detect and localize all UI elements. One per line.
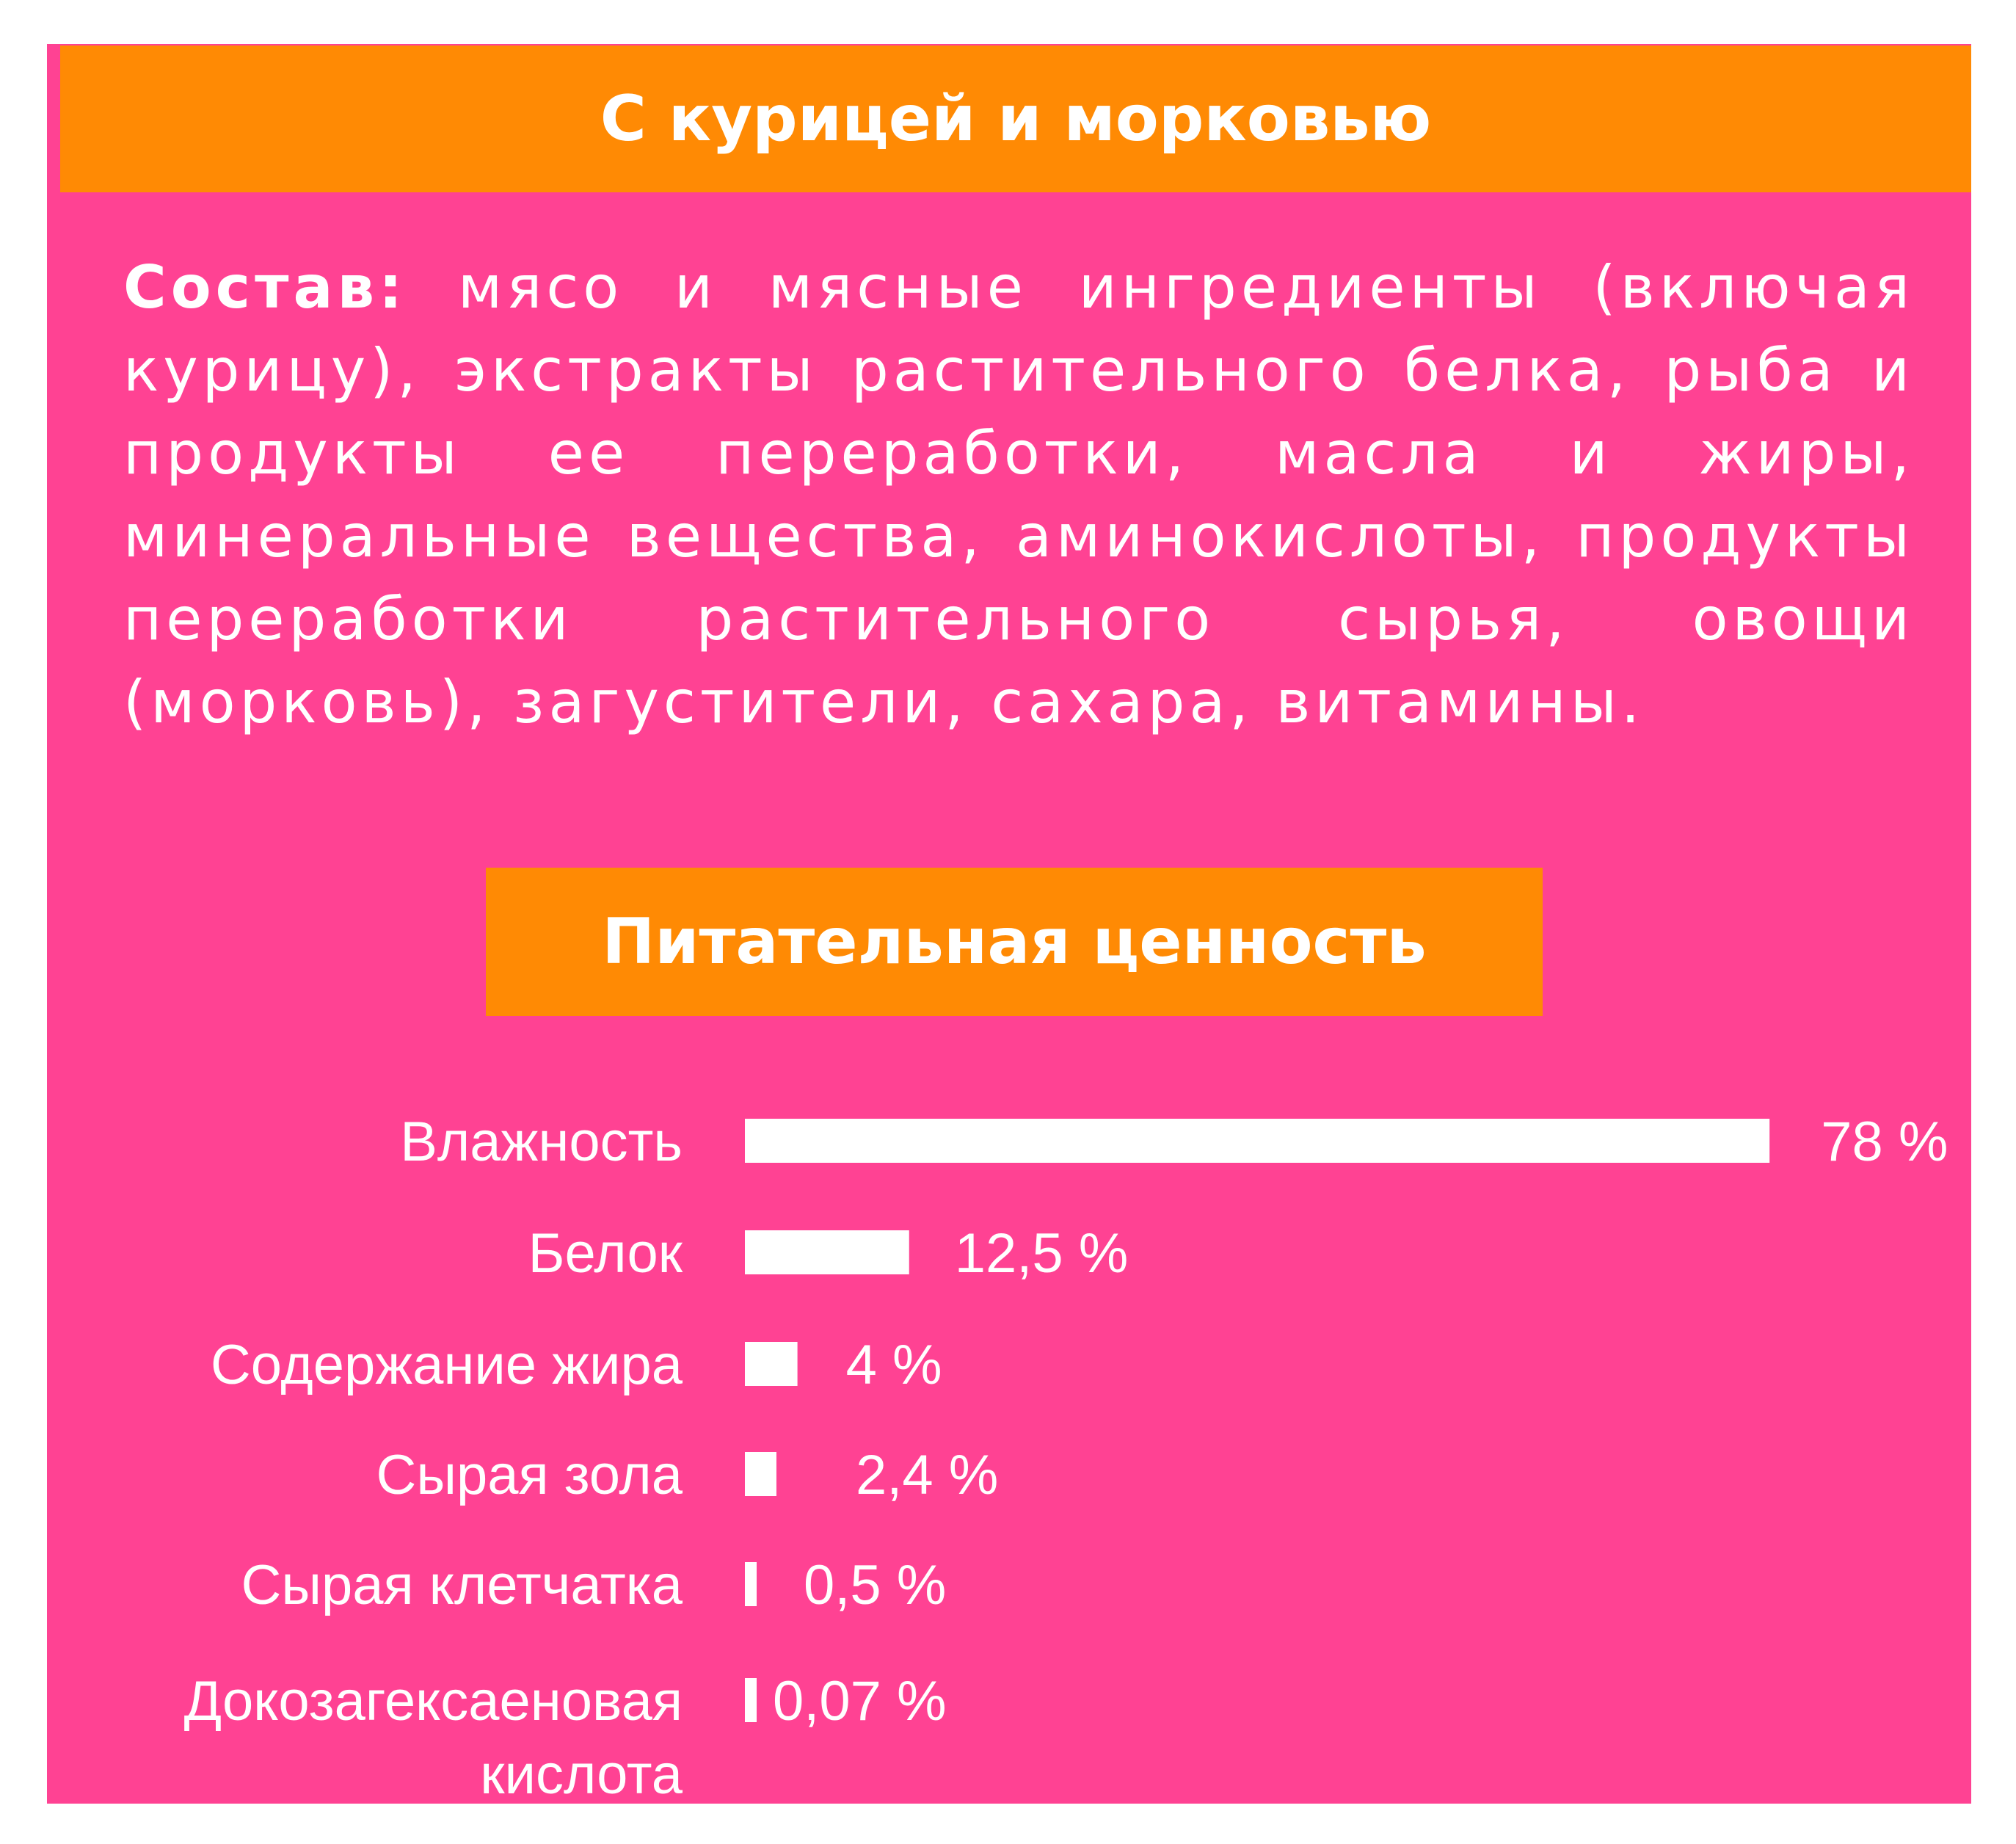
value-label-5: 0,07 % (773, 1670, 947, 1732)
value-label-1: 12,5 % (955, 1222, 1129, 1285)
category-label-1: Белок (528, 1222, 683, 1285)
value-label-0: 78 % (1821, 1111, 1948, 1173)
product-title: С курицей и морковью (600, 82, 1432, 156)
composition-body: мясо и мясные ингредиенты (включая куриц… (123, 253, 1914, 736)
bar-0 (745, 1119, 1770, 1163)
category-label-3: Сырая зола (376, 1444, 683, 1506)
bar-5 (745, 1678, 757, 1722)
nutrition-title: Питательная ценность (602, 905, 1427, 979)
category-label-2: Содержание жира (211, 1334, 683, 1396)
bar-4 (745, 1562, 757, 1606)
bar-1 (745, 1230, 909, 1274)
product-title-banner: С курицей и морковью (60, 46, 1971, 192)
bar-3 (745, 1452, 776, 1496)
category-label-5-1: кислота (480, 1743, 683, 1806)
bar-2 (745, 1342, 798, 1386)
nutrition-banner: Питательная ценность (486, 868, 1543, 1016)
value-label-2: 4 % (846, 1334, 942, 1396)
value-label-4: 0,5 % (804, 1554, 946, 1616)
category-label-0: Влажность (400, 1111, 683, 1173)
category-label-4: Сырая клетчатка (241, 1554, 683, 1616)
composition-lead: Состав: (123, 253, 407, 322)
composition-text: Состав: мясо и мясные ингредиенты (включ… (123, 246, 1914, 744)
value-label-3: 2,4 % (856, 1444, 998, 1506)
category-label-5-0: Докозагексаеновая (184, 1670, 683, 1732)
